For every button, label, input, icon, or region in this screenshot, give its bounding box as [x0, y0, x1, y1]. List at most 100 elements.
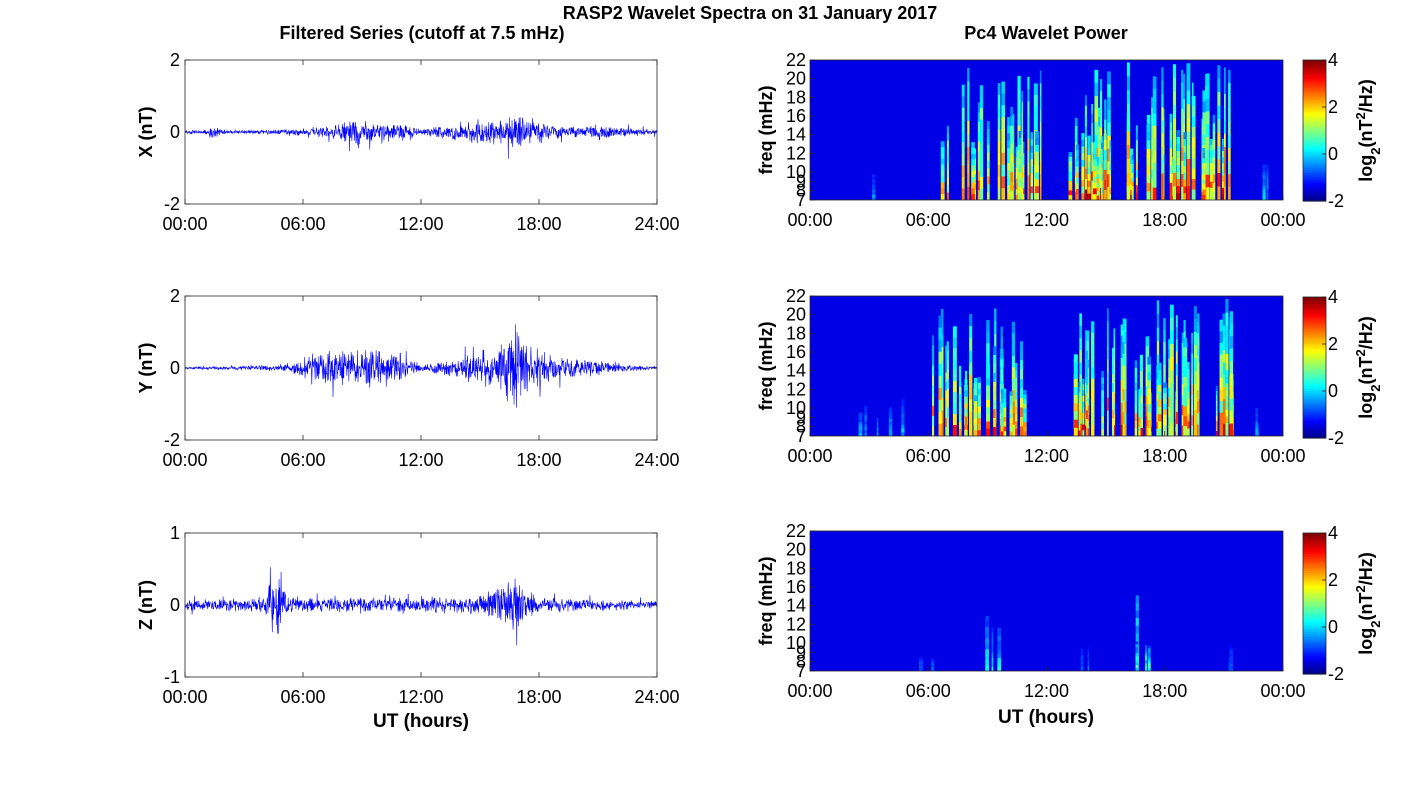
power-cell — [977, 424, 981, 431]
power-cell — [872, 184, 876, 188]
power-cell — [1068, 156, 1073, 163]
power-cell — [1085, 330, 1087, 342]
colorbar-swatch — [1303, 657, 1326, 661]
power-cell — [858, 424, 863, 428]
y-tick-label: 8 — [796, 181, 806, 201]
power-cell — [1030, 186, 1033, 194]
power-cell — [1091, 401, 1095, 414]
power-cell — [1021, 112, 1024, 125]
power-cell — [952, 348, 957, 360]
colorbar-swatch — [1303, 355, 1326, 359]
power-cell — [979, 142, 984, 155]
power-cell — [938, 327, 942, 341]
power-cell — [1086, 376, 1088, 386]
power-cell — [940, 153, 945, 160]
power-cell — [1104, 179, 1107, 191]
power-cell — [1157, 362, 1162, 371]
power-cell — [1081, 179, 1085, 188]
power-cell — [1078, 381, 1081, 388]
power-cell — [1027, 76, 1030, 90]
power-cell — [1035, 151, 1039, 160]
power-cell — [1266, 185, 1269, 190]
power-cell — [1175, 315, 1178, 328]
power-cell — [1019, 341, 1024, 352]
power-cell — [1175, 387, 1178, 401]
series-trace-z — [184, 567, 658, 646]
power-cell — [1096, 178, 1100, 184]
power-cell — [1073, 387, 1078, 396]
power-cell — [1080, 662, 1084, 665]
power-cell — [946, 407, 949, 418]
power-cell — [1129, 189, 1134, 196]
power-cell — [1225, 403, 1229, 411]
power-cell — [1126, 186, 1130, 200]
power-cell — [1015, 168, 1018, 174]
colorbar-swatch — [1303, 652, 1326, 656]
power-cell — [993, 426, 996, 436]
power-cell — [1015, 146, 1018, 153]
power-cell — [1135, 625, 1139, 634]
power-cell — [1183, 132, 1186, 140]
power-cell — [1176, 130, 1181, 138]
power-cell — [1003, 398, 1007, 404]
colorbar-swatch — [1303, 409, 1326, 413]
power-cell — [1225, 396, 1229, 404]
power-cell — [1219, 377, 1224, 390]
colorbar-swatch — [1303, 179, 1326, 183]
power-cell — [901, 413, 905, 418]
power-cell — [1018, 137, 1022, 146]
power-cell — [971, 171, 975, 178]
power-cell — [971, 194, 975, 200]
power-cell — [918, 662, 923, 665]
power-cell — [1082, 395, 1085, 403]
power-cell — [1080, 653, 1084, 656]
colorbar-swatch — [1303, 601, 1326, 605]
power-cell — [967, 94, 970, 109]
power-cell — [945, 426, 947, 436]
colorbar-swatch — [1303, 71, 1326, 75]
y-tick-label: 9 — [796, 407, 806, 427]
y-tick-label: 18 — [786, 558, 806, 578]
power-cell — [1010, 116, 1014, 127]
power-cell — [1225, 340, 1229, 355]
power-cell — [1100, 180, 1103, 188]
power-cell — [918, 669, 923, 671]
power-cell — [888, 427, 893, 431]
power-cell — [1086, 393, 1088, 403]
y-tick-label: 7 — [796, 661, 806, 681]
power-cell — [952, 425, 957, 436]
power-cell — [1181, 415, 1184, 427]
power-cell — [858, 426, 863, 430]
power-cell — [938, 351, 942, 365]
power-cell — [1080, 664, 1084, 668]
power-cell — [1120, 424, 1125, 436]
power-cell — [918, 661, 923, 664]
power-cell — [1087, 660, 1090, 664]
power-cell — [1219, 424, 1224, 436]
power-cell — [1202, 189, 1206, 196]
x-tick-label: 00:00 — [787, 681, 832, 701]
power-cell — [1191, 353, 1194, 365]
power-cell — [986, 320, 990, 333]
power-cell — [1019, 417, 1024, 428]
power-cell — [1074, 126, 1078, 135]
power-cell — [1135, 610, 1139, 619]
power-cell — [1000, 426, 1004, 432]
power-cell — [918, 657, 923, 660]
colorbar-tick-label: 0 — [1328, 381, 1338, 401]
power-cell — [1104, 169, 1107, 181]
power-cell — [1151, 189, 1154, 200]
power-cell — [1086, 367, 1088, 377]
power-cell — [987, 136, 990, 146]
power-cell — [1152, 125, 1157, 139]
power-cell — [1076, 144, 1079, 151]
power-cell — [1183, 145, 1186, 154]
power-cell — [1101, 429, 1104, 436]
power-cell — [872, 177, 876, 181]
power-cell — [1003, 402, 1007, 409]
power-cell — [1011, 390, 1016, 403]
power-cell — [1015, 178, 1018, 185]
power-cell — [1206, 174, 1210, 188]
power-cell — [1266, 167, 1269, 172]
x-tick-label: 06:00 — [280, 214, 325, 234]
